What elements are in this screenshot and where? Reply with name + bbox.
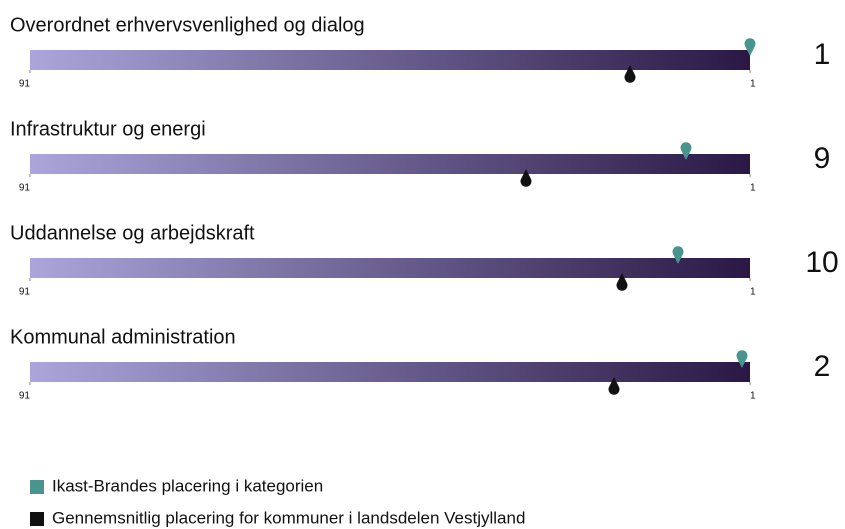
scale-bar: [30, 154, 750, 174]
rank-label: 1: [814, 38, 831, 71]
ikast-marker: [736, 350, 748, 368]
rank-label: 10: [805, 246, 838, 279]
category-title: Overordnet erhvervsvenlighed og dialog: [10, 14, 365, 36]
legend-label: Gennemsnitlig placering for kommuner i l…: [52, 508, 525, 527]
tick-label: 91: [19, 183, 31, 194]
tick-label: 1: [750, 287, 756, 298]
tick-label: 91: [19, 79, 31, 90]
scale-bar: [30, 50, 750, 70]
legend-label: Ikast-Brandes placering i kategorien: [52, 476, 323, 495]
rank-label: 9: [814, 142, 831, 175]
category-title: Infrastruktur og energi: [10, 118, 206, 140]
rank-label: 2: [814, 350, 831, 383]
category-title: Uddannelse og arbejdskraft: [10, 222, 255, 244]
tick-label: 1: [750, 79, 756, 90]
ikast-marker: [672, 246, 684, 264]
ikast-marker: [744, 38, 756, 56]
category-title: Kommunal administration: [10, 326, 236, 348]
tick-label: 1: [750, 391, 756, 402]
average-marker: [520, 169, 532, 187]
average-marker: [608, 377, 620, 395]
tick-label: 91: [19, 287, 31, 298]
ikast-marker: [680, 142, 692, 160]
average-marker: [624, 65, 636, 83]
scale-bar: [30, 258, 750, 278]
average-marker: [616, 273, 628, 291]
tick-label: 1: [750, 183, 756, 194]
legend-swatch: [30, 480, 44, 494]
scale-bar: [30, 362, 750, 382]
legend-swatch: [30, 512, 44, 526]
tick-label: 91: [19, 391, 31, 402]
